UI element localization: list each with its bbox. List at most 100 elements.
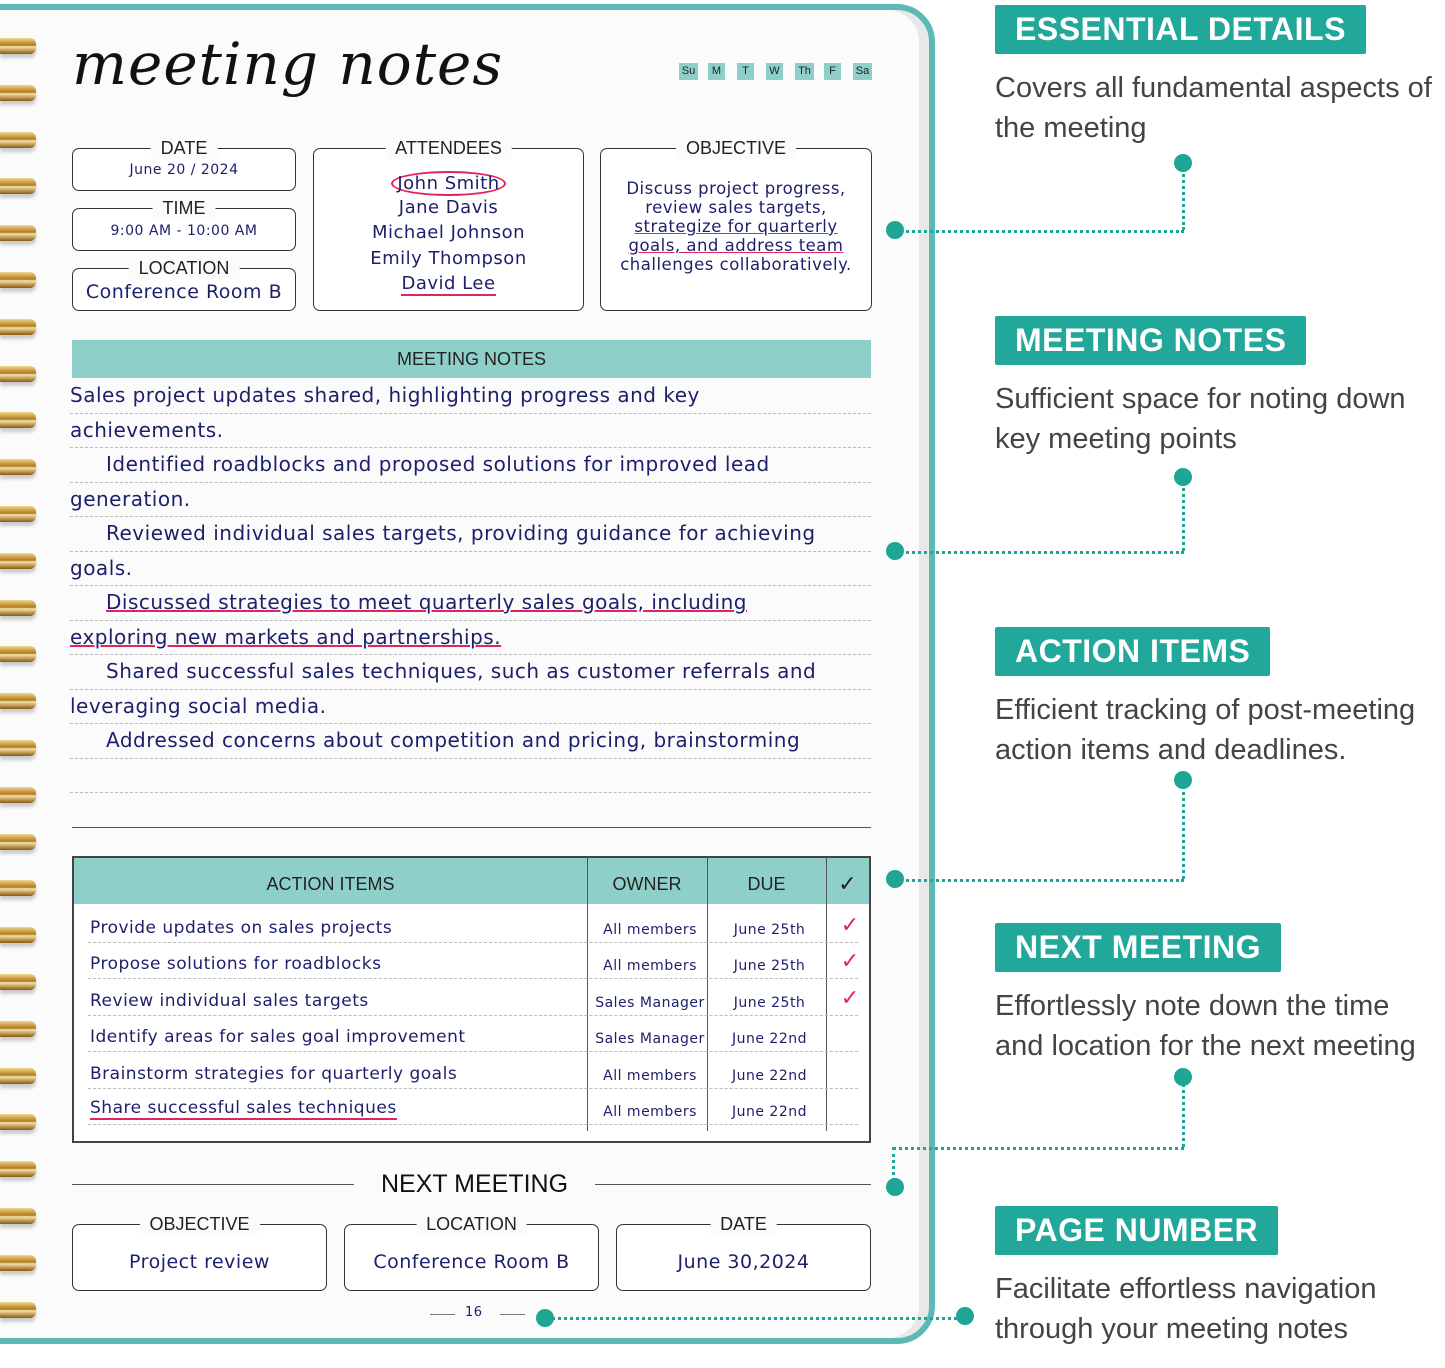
due-value: June 22nd: [731, 1067, 807, 1084]
next-location-value: Conference Room B: [373, 1251, 570, 1273]
note-line: leveraging social media.: [70, 690, 871, 724]
next-objective-box: OBJECTIVE Project review: [72, 1214, 327, 1291]
action-item-text: Provide updates on sales projects: [90, 917, 393, 938]
spiral-ring: [0, 1208, 36, 1224]
weekday-t[interactable]: T: [737, 63, 754, 80]
divider: [595, 1184, 871, 1185]
next-location-label: LOCATION: [416, 1214, 527, 1235]
location-value: Conference Room B: [85, 281, 283, 303]
callout-dot: [956, 1307, 974, 1325]
feature-title: MEETING NOTES: [995, 316, 1307, 365]
objective-line: review sales targets,: [645, 198, 827, 217]
action-item-row: Review individual sales targets Sales Man…: [88, 979, 859, 1016]
time-label: TIME: [152, 198, 216, 219]
column-divider: [587, 858, 588, 1131]
note-line: achievements.: [70, 414, 871, 448]
done-checkmark[interactable]: ✓: [840, 984, 860, 1010]
spiral-ring: [0, 412, 36, 429]
spiral-ring: [0, 1067, 36, 1084]
connector: [1182, 477, 1185, 551]
spiral-ring: [0, 38, 36, 54]
weekday-f[interactable]: F: [824, 63, 841, 80]
spiral-ring: [0, 740, 36, 756]
connector: [1182, 780, 1185, 879]
weekday-sa[interactable]: Sa: [853, 63, 872, 80]
spiral-ring: [0, 225, 36, 242]
spiral-ring: [0, 646, 36, 663]
attendee-name: David Lee: [314, 273, 583, 299]
attendee-name-underlined: David Lee: [401, 273, 496, 296]
date-value: June 20 / 2024: [129, 162, 239, 178]
objective-box: OBJECTIVE Discuss project progress, revie…: [600, 138, 872, 311]
action-item-row: Brainstorm strategies for quarterly goal…: [88, 1052, 858, 1089]
weekday-m[interactable]: M: [708, 63, 725, 80]
spiral-ring: [0, 880, 36, 897]
date-box: DATE June 20 / 2024: [72, 138, 296, 191]
column-divider: [826, 858, 827, 1131]
callout-dot: [886, 1178, 904, 1196]
due-header: DUE: [707, 858, 826, 904]
page-number: 16: [465, 1305, 483, 1320]
done-checkmark[interactable]: ✓: [840, 911, 860, 937]
action-item-text: Share successful sales techniques: [90, 1098, 397, 1120]
next-date-value: June 30,2024: [677, 1251, 810, 1273]
connector: [892, 1147, 895, 1187]
action-item-row: Share successful sales techniques All mem…: [88, 1089, 858, 1125]
spiral-ring: [0, 1254, 36, 1271]
note-line: [70, 759, 871, 793]
feature-description: Efficient tracking of post-meeting actio…: [995, 694, 1416, 766]
note-line: Discussed strategies to meet quarterly s…: [70, 586, 871, 621]
owner-value: All members: [603, 1067, 697, 1084]
attendees-box: ATTENDEES John Smith Jane Davis Michael Jo…: [313, 138, 584, 311]
action-item-row: Identify areas for sales goal improvemen…: [88, 1016, 858, 1052]
attendee-name: Michael Johnson: [371, 222, 526, 243]
location-label: LOCATION: [128, 258, 240, 279]
next-objective-value: Project review: [129, 1251, 270, 1273]
spiral-ring: [0, 131, 36, 148]
feature-description: Effortlessly note down the time and loca…: [995, 990, 1416, 1062]
note-line: Reviewed individual sales targets, provi…: [70, 517, 871, 552]
connector: [895, 551, 1184, 554]
action-item-text: Identify areas for sales goal improvemen…: [90, 1027, 466, 1047]
due-value: June 22nd: [731, 1031, 807, 1047]
date-label: DATE: [150, 138, 218, 159]
next-meeting-title: NEXT MEETING: [380, 1170, 569, 1198]
spiral-ring: [0, 365, 36, 382]
weekday-th[interactable]: Th: [795, 63, 814, 80]
weekday-w[interactable]: W: [766, 63, 783, 80]
time-value: 9:00 AM - 10:00 AM: [110, 223, 258, 239]
connector: [893, 1147, 1184, 1150]
objective-line: strategize for quarterly: [634, 217, 838, 236]
attendee-name: John Smith: [314, 171, 583, 197]
owner-value: Sales Manager: [595, 1031, 705, 1047]
divider: [430, 1314, 455, 1315]
weekday-su[interactable]: Su: [679, 63, 698, 80]
page-title: meeting notes: [72, 30, 504, 98]
feature-description: Facilitate effortless navigation through…: [995, 1273, 1377, 1345]
note-line: Addressed concerns about competition and…: [70, 724, 871, 759]
divider: [72, 827, 871, 828]
next-date-label: DATE: [710, 1214, 777, 1235]
owner-value: All members: [603, 1104, 697, 1120]
note-line: Sales project updates shared, highlighti…: [70, 379, 871, 414]
check-header: ✓: [826, 858, 869, 904]
attendees-label: ATTENDEES: [385, 138, 512, 159]
objective-line: challenges collaboratively.: [620, 255, 852, 274]
done-checkmark[interactable]: ✓: [840, 948, 860, 973]
feature-title: ESSENTIAL DETAILS: [995, 5, 1366, 54]
next-date-box: DATE June 30,2024: [616, 1214, 871, 1291]
spiral-ring: [0, 318, 36, 335]
feature-description: Covers all fundamental aspects of the me…: [995, 72, 1432, 144]
action-item-row: Provide updates on sales projects All mem…: [88, 906, 859, 943]
spiral-ring: [0, 552, 36, 569]
spiral-ring: [0, 599, 36, 616]
due-value: June 25th: [733, 994, 806, 1011]
spiral-ring: [0, 786, 36, 803]
attendee-name: Emily Thompson: [370, 247, 527, 269]
next-objective-label: OBJECTIVE: [139, 1214, 260, 1235]
spiral-ring: [0, 927, 36, 944]
attendee-name: Jane Davis: [398, 196, 499, 218]
due-value: June 22nd: [731, 1104, 807, 1120]
spiral-ring: [0, 1114, 36, 1131]
time-box: TIME 9:00 AM - 10:00 AM: [72, 198, 296, 251]
